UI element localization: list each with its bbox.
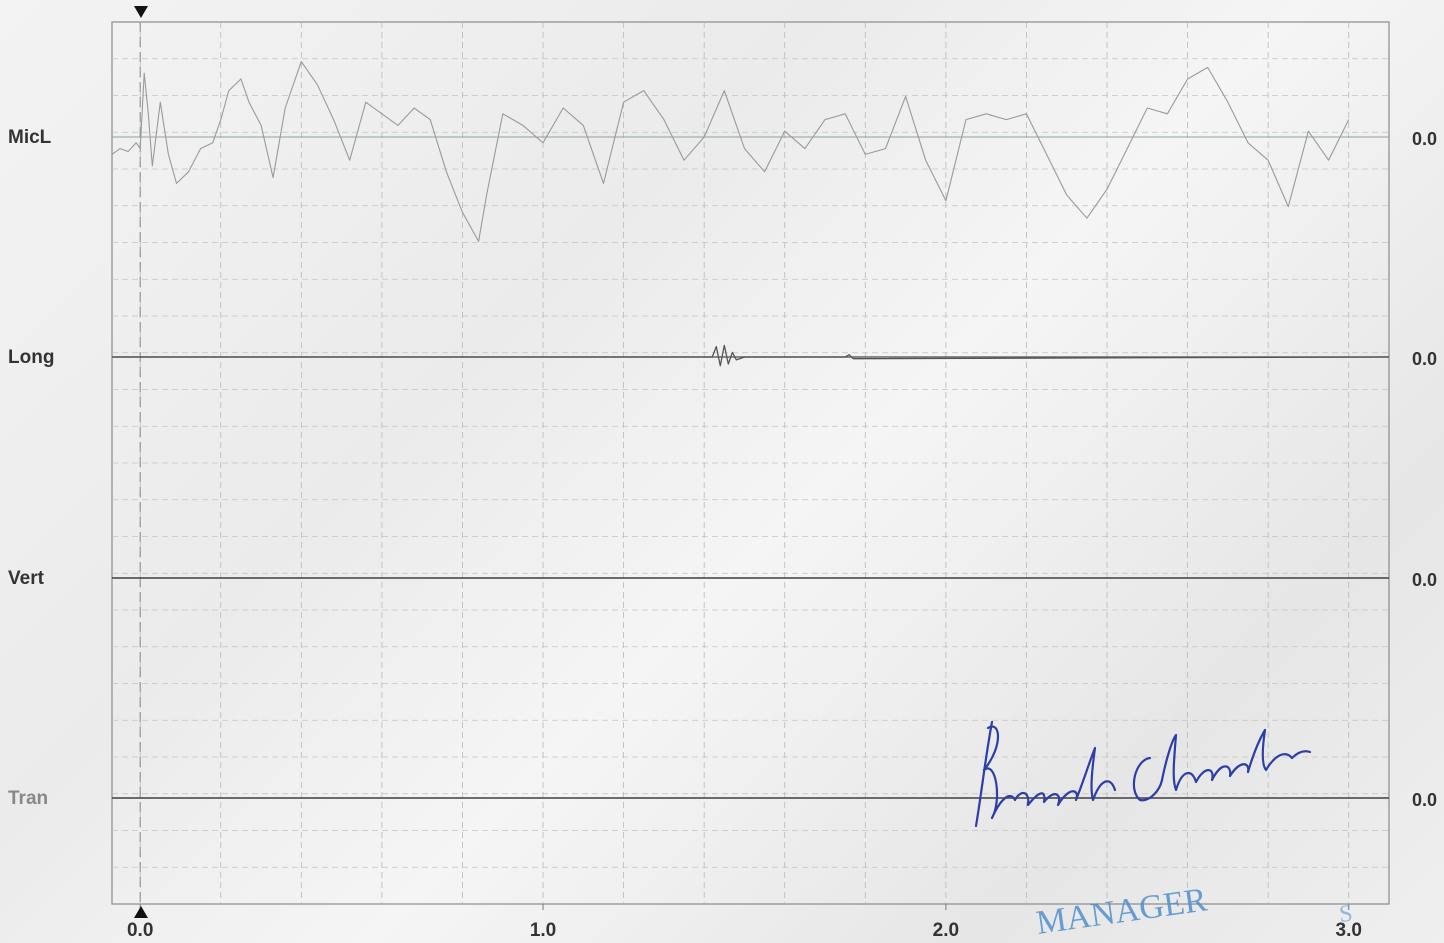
channel-label-micl: MicL <box>8 127 52 148</box>
channel-label-tran: Tran <box>8 788 48 809</box>
readout-tran: 0.0 <box>1412 790 1437 810</box>
handwritten-signature <box>974 720 1312 828</box>
channel-label-long: Long <box>8 347 54 368</box>
cursor-bottom-marker-icon[interactable] <box>134 906 148 918</box>
trace-long <box>112 344 1390 367</box>
grid-lines <box>112 22 1389 904</box>
x-tick-label: 1.0 <box>530 920 556 941</box>
channel-traces <box>111 61 1390 799</box>
channel-label-vert: Vert <box>8 568 45 589</box>
readout-micl: 0.0 <box>1412 129 1437 149</box>
manager-stamp: MANAGER <box>1034 881 1210 942</box>
x-tick-label: 2.0 <box>933 920 959 941</box>
channel-labels: MicL 0.0 Long 0.0 Vert 0.0 Tran 0.0 <box>8 127 1437 810</box>
readout-vert: 0.0 <box>1412 570 1437 590</box>
x-tick-label: 3.0 <box>1336 920 1362 941</box>
trace-micl <box>111 61 1350 242</box>
stamp-fragment: S <box>1338 901 1354 928</box>
readout-long: 0.0 <box>1412 349 1437 369</box>
cursor-top-marker-icon[interactable] <box>134 6 148 18</box>
x-axis-ticks: 0.0 1.0 2.0 3.0 <box>127 904 1362 941</box>
x-tick-label: 0.0 <box>127 920 153 941</box>
